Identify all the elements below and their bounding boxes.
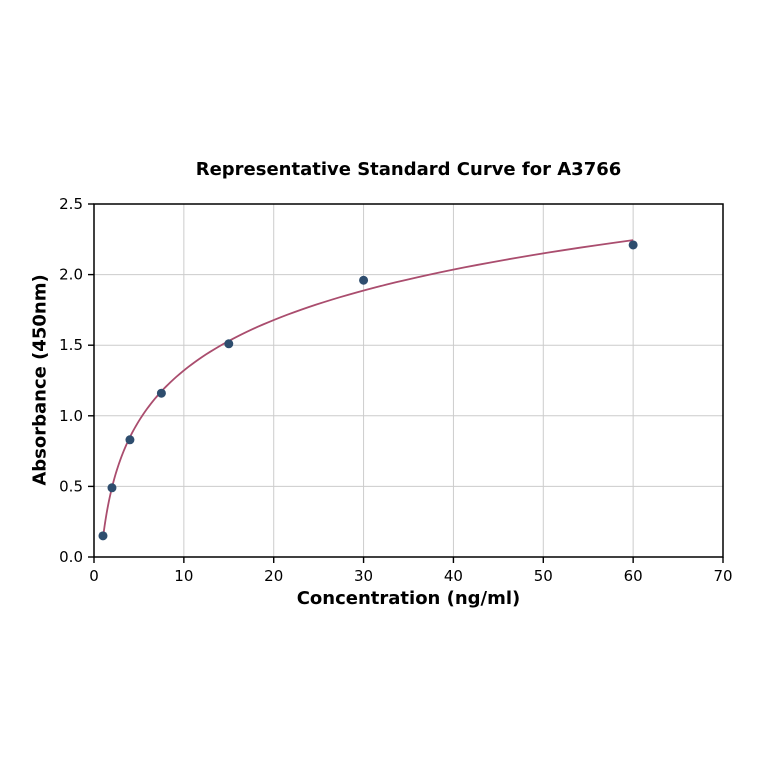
x-axis-tick-label: 10 bbox=[174, 567, 193, 585]
x-axis-tick-label: 50 bbox=[534, 567, 553, 585]
data-point bbox=[628, 240, 638, 250]
x-axis-tick-label: 20 bbox=[264, 567, 283, 585]
data-point bbox=[156, 388, 166, 398]
x-axis-tick-label: 0 bbox=[89, 567, 99, 585]
data-point bbox=[359, 275, 369, 285]
y-axis-tick-label: 2.5 bbox=[59, 195, 83, 213]
x-axis-tick-label: 40 bbox=[444, 567, 463, 585]
y-axis-tick-label: 1.0 bbox=[59, 407, 83, 425]
plot-frame bbox=[93, 203, 724, 558]
y-axis-tick-label: 2.0 bbox=[59, 266, 83, 284]
x-axis-tick-label: 70 bbox=[713, 567, 732, 585]
fit-curve bbox=[102, 239, 634, 539]
data-point bbox=[224, 339, 234, 349]
data-point bbox=[125, 435, 135, 445]
data-point bbox=[107, 483, 117, 493]
x-axis-label: Concentration (ng/ml) bbox=[296, 588, 521, 609]
x-axis-tick-label: 60 bbox=[624, 567, 643, 585]
y-axis-tick-label: 0.0 bbox=[59, 548, 83, 566]
chart-title: Representative Standard Curve for A3766 bbox=[195, 159, 622, 180]
x-axis-tick-label: 30 bbox=[354, 567, 373, 585]
data-point bbox=[98, 531, 108, 541]
y-axis-tick-label: 1.5 bbox=[59, 336, 83, 354]
y-axis-tick-label: 0.5 bbox=[59, 477, 83, 495]
